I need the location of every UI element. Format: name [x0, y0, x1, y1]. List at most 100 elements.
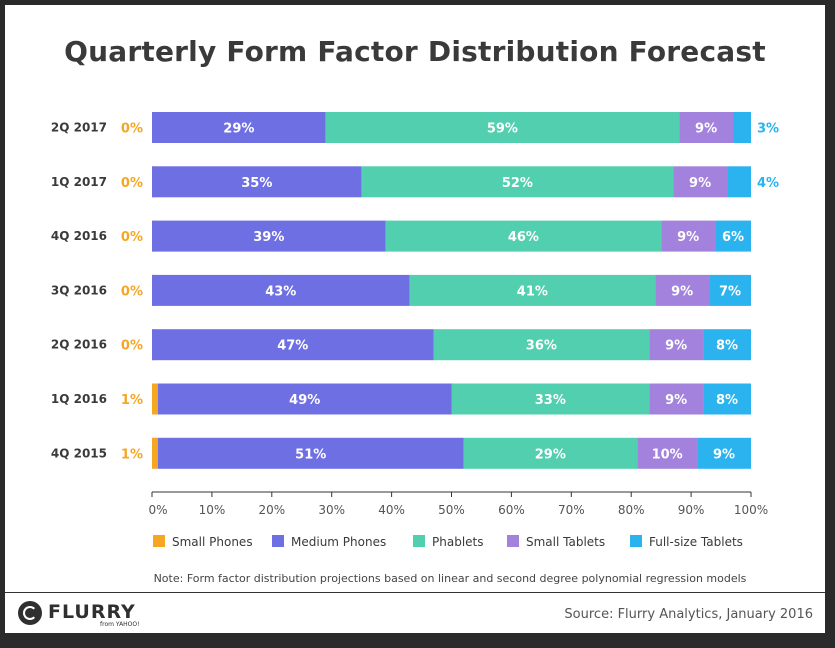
bar-label-small-tablets: 9%: [695, 122, 717, 137]
category-label: 1Q 2017: [51, 175, 107, 189]
bar-label-full-size-tablets: 8%: [716, 339, 738, 354]
bar-phablets: [463, 437, 638, 469]
legend-label: Small Tablets: [526, 535, 605, 549]
bar-label-small-phones: 0%: [121, 122, 143, 137]
x-tick-label: 70%: [558, 503, 585, 517]
legend-label: Medium Phones: [291, 535, 386, 549]
bar-phablets: [433, 329, 650, 361]
bar-small-tablets: [673, 166, 728, 198]
bar-label-medium-phones: 51%: [295, 447, 326, 462]
bar-label-small-tablets: 9%: [671, 284, 693, 299]
bar-medium-phones: [152, 220, 386, 252]
legend-label: Full-size Tablets: [649, 535, 743, 549]
bar-label-full-size-tablets: 8%: [716, 393, 738, 408]
bar-small-phones: [152, 383, 158, 415]
category-label: 2Q 2016: [51, 338, 107, 352]
bar-phablets: [385, 220, 662, 252]
bar-small-tablets: [655, 274, 710, 306]
bar-label-small-phones: 1%: [121, 393, 143, 408]
x-tick-label: 60%: [498, 503, 525, 517]
bar-label-medium-phones: 43%: [265, 284, 296, 299]
bar-label-phablets: 33%: [535, 393, 566, 408]
category-label: 4Q 2015: [51, 446, 107, 460]
bar-full-size-tablets: [733, 112, 751, 143]
x-tick-label: 80%: [618, 503, 645, 517]
bar-small-tablets: [649, 329, 704, 361]
bar-small-tablets: [637, 437, 698, 469]
bar-phablets: [451, 383, 650, 415]
bar-label-phablets: 59%: [487, 122, 518, 137]
bar-small-phones: [152, 437, 158, 469]
bar-label-small-phones: 0%: [121, 284, 143, 299]
legend-label: Small Phones: [172, 535, 253, 549]
bar-full-size-tablets: [715, 220, 751, 252]
logo-sub: from YAHOO!: [100, 621, 140, 628]
bar-label-small-phones: 0%: [121, 176, 143, 191]
bar-small-tablets: [649, 383, 704, 415]
bar-full-size-tablets: [727, 166, 751, 198]
bar-label-phablets: 52%: [502, 176, 533, 191]
x-tick-label: 0%: [148, 503, 167, 517]
bar-full-size-tablets: [697, 437, 751, 469]
flurry-logo-icon: [18, 601, 42, 625]
bar-label-medium-phones: 35%: [241, 176, 272, 191]
x-tick-label: 30%: [318, 503, 345, 517]
x-tick-label: 50%: [438, 503, 465, 517]
bar-label-small-tablets: 9%: [689, 176, 711, 191]
bar-label-full-size-tablets: 6%: [722, 230, 744, 245]
category-label: 2Q 2017: [51, 121, 107, 135]
bar-label-phablets: 36%: [526, 339, 557, 354]
bar-label-full-size-tablets: 4%: [757, 176, 779, 191]
bar-medium-phones: [152, 112, 326, 143]
bar-label-small-tablets: 9%: [665, 393, 687, 408]
x-tick-label: 10%: [199, 503, 226, 517]
bar-medium-phones: [152, 274, 410, 306]
x-tick-label: 90%: [678, 503, 705, 517]
bar-full-size-tablets: [709, 274, 751, 306]
bar-full-size-tablets: [703, 329, 751, 361]
legend-swatch: [153, 535, 165, 547]
x-tick-label: 40%: [378, 503, 405, 517]
chart-note: Note: Form factor distribution projectio…: [153, 572, 747, 585]
source-text: Source: Flurry Analytics, January 2016: [564, 607, 813, 622]
bar-label-small-tablets: 9%: [665, 339, 687, 354]
bar-label-phablets: 41%: [517, 284, 548, 299]
legend-swatch: [413, 535, 425, 547]
bar-small-tablets: [679, 112, 734, 143]
flurry-logo: FLURRY from YAHOO!: [18, 600, 158, 628]
x-tick-label: 20%: [258, 503, 285, 517]
bar-label-full-size-tablets: 9%: [713, 447, 735, 462]
bar-medium-phones: [152, 166, 362, 198]
bar-phablets: [361, 166, 674, 198]
bar-label-small-phones: 1%: [121, 447, 143, 462]
bar-label-small-phones: 0%: [121, 339, 143, 354]
legend-swatch: [272, 535, 284, 547]
chart-title: Quarterly Form Factor Distribution Forec…: [64, 35, 766, 68]
bar-small-tablets: [661, 220, 716, 252]
bar-label-medium-phones: 47%: [277, 339, 308, 354]
bar-medium-phones: [152, 329, 434, 361]
bar-label-phablets: 29%: [535, 447, 566, 462]
bar-label-full-size-tablets: 3%: [757, 122, 779, 137]
chart-card: Quarterly Form Factor Distribution Forec…: [5, 5, 825, 633]
bar-phablets: [325, 112, 680, 143]
bar-full-size-tablets: [703, 383, 751, 415]
bar-label-small-phones: 0%: [121, 230, 143, 245]
bar-label-small-tablets: 10%: [652, 447, 683, 462]
bar-label-full-size-tablets: 7%: [719, 284, 741, 299]
x-tick-label: 100%: [734, 503, 768, 517]
bar-label-medium-phones: 49%: [289, 393, 320, 408]
bar-label-medium-phones: 29%: [223, 122, 254, 137]
category-label: 4Q 2016: [51, 229, 107, 243]
bar-medium-phones: [157, 383, 452, 415]
footer-divider: [5, 592, 825, 593]
bar-label-small-tablets: 9%: [677, 230, 699, 245]
legend-swatch: [507, 535, 519, 547]
category-label: 3Q 2016: [51, 283, 107, 297]
category-label: 1Q 2016: [51, 392, 107, 406]
bar-medium-phones: [157, 437, 464, 469]
bar-label-phablets: 46%: [508, 230, 539, 245]
legend-label: Phablets: [432, 535, 484, 549]
logo-name: FLURRY: [48, 601, 136, 623]
